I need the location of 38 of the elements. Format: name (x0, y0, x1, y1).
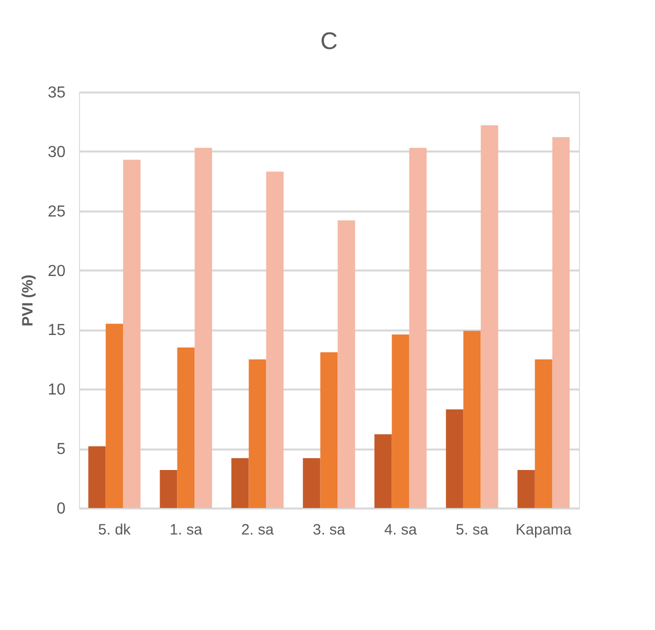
bar (177, 348, 195, 508)
y-axis-title: PVI (%) (20, 274, 37, 326)
bar (302, 458, 320, 508)
y-tick-label: 20 (48, 262, 66, 280)
bar (534, 359, 552, 508)
x-tick-label: 2. sa (241, 522, 274, 538)
bar (248, 359, 266, 508)
bar (409, 148, 427, 508)
bar (392, 334, 410, 508)
y-tick-label: 35 (48, 84, 66, 102)
x-tick-label: 5. sa (456, 522, 489, 538)
x-tick-label: 4. sa (384, 522, 418, 538)
y-tick-label: 10 (48, 382, 66, 399)
bar (194, 148, 212, 508)
bar (160, 470, 178, 508)
bar (338, 220, 356, 508)
y-tick-label: 5 (56, 441, 66, 458)
bar (463, 330, 481, 508)
bar (266, 172, 284, 508)
bar (88, 446, 106, 508)
y-tick-label: 15 (48, 322, 66, 340)
x-tick-label: 1. sa (170, 522, 203, 538)
y-tick-label: 30 (48, 144, 66, 161)
bar (446, 409, 464, 508)
bar (480, 125, 498, 508)
bar (123, 160, 141, 508)
bar (106, 324, 124, 508)
x-tick-label: 3. sa (312, 522, 346, 538)
bar (231, 458, 249, 508)
chart-title: C (320, 28, 338, 55)
y-tick-label: 25 (48, 203, 66, 220)
x-tick-label: Kapama (516, 522, 572, 538)
bar (517, 470, 535, 508)
bar (320, 352, 338, 508)
x-tick-label: 5. dk (98, 522, 132, 538)
bar (374, 434, 392, 508)
bar (552, 137, 570, 508)
y-tick-label: 0 (56, 500, 66, 518)
